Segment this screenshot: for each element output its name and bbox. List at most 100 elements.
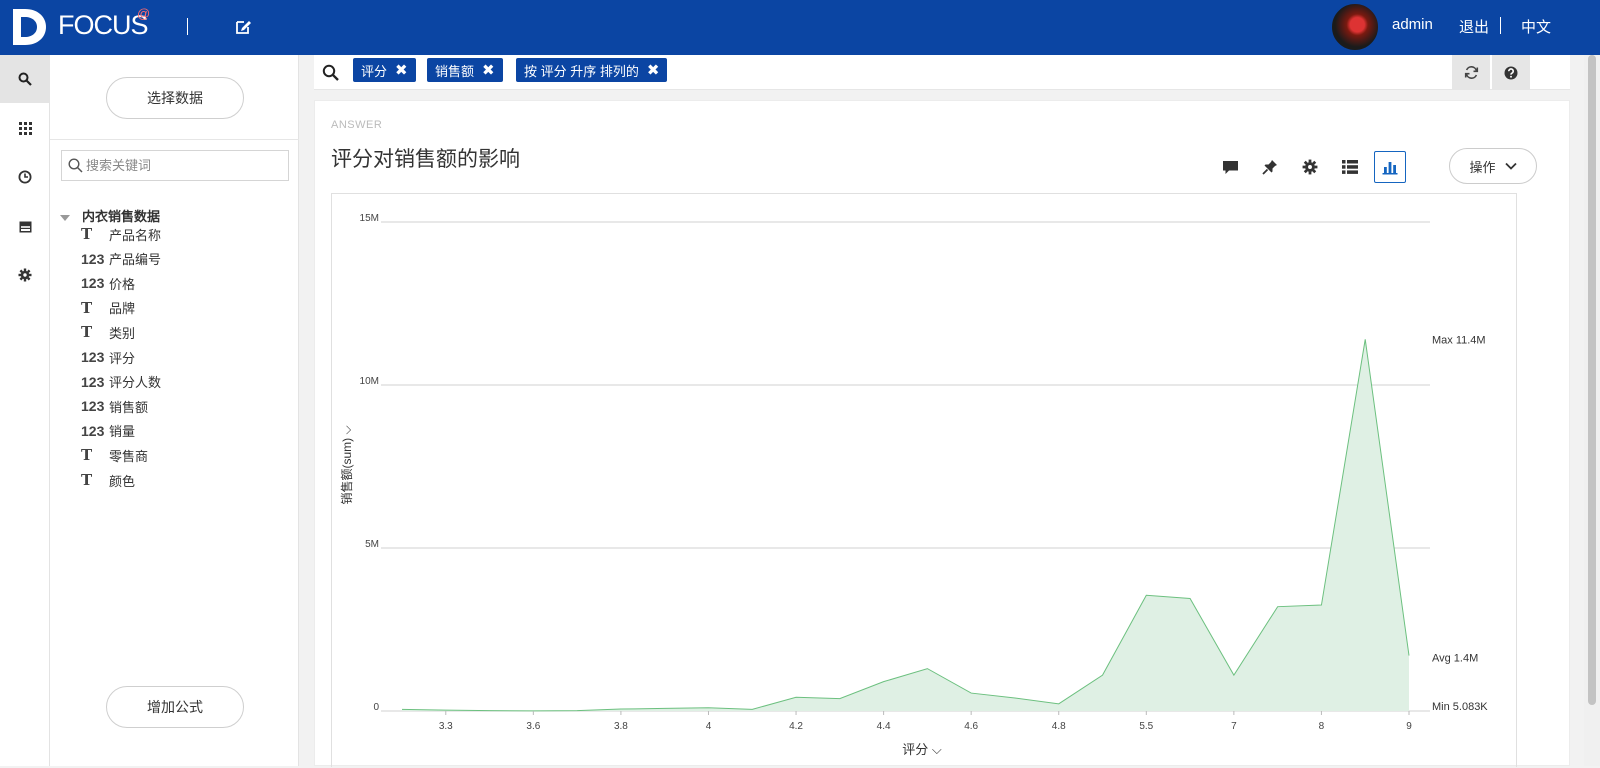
x-tick-label: 4.8 (1052, 721, 1066, 732)
chart-container: 0 5M 10M 15M 3.3 3.6 3.8 4 4.2 4.4 4.6 4.8 5.5 7 8 9 Max… (331, 193, 1517, 767)
focus-logo-icon[interactable] (10, 6, 50, 48)
x-tick-label: 3.3 (439, 721, 453, 732)
table-view-button[interactable] (1334, 151, 1366, 183)
x-tick-label: 4 (706, 721, 712, 732)
field-item[interactable]: 123 评分人数 (81, 371, 161, 393)
select-data-button[interactable]: 选择数据 (106, 77, 244, 119)
text-type-icon: T (81, 298, 93, 317)
dataset-node[interactable]: 内衣销售数据 (60, 206, 160, 225)
apps-nav-icon[interactable] (0, 104, 50, 152)
comment-icon (1222, 160, 1238, 174)
query-chip-rating[interactable]: 评分 ✖ (353, 58, 416, 82)
chip-remove-icon[interactable]: ✖ (395, 62, 408, 79)
query-bar: 评分 ✖ 销售额 ✖ 按 评分 升序 排列的 ✖ (314, 55, 1570, 90)
area-fill (402, 339, 1409, 711)
y-tick-label: 5M (365, 539, 379, 550)
field-item[interactable]: T 零售商 (81, 444, 148, 466)
chart-view-button[interactable] (1374, 151, 1406, 183)
chip-label: 评分 (361, 63, 388, 79)
area-chart: 0 5M 10M 15M 3.3 3.6 3.8 4 4.2 4.4 4.6 4.8 5.5 7 8 9 Max… (339, 213, 1488, 757)
field-item[interactable]: 123 价格 (81, 272, 135, 294)
top-separator-2 (1500, 17, 1501, 34)
main-area: 评分 ✖ 销售额 ✖ 按 评分 升序 排列的 ✖ ANSWER 评分对销售额的影响 (300, 55, 1584, 767)
field-name: 颜色 (109, 473, 136, 489)
history-nav-icon[interactable] (0, 153, 50, 201)
dataset-name: 内衣销售数据 (82, 209, 161, 224)
chart-settings-button[interactable] (1294, 151, 1326, 183)
field-item[interactable]: T 颜色 (81, 469, 135, 491)
pin-button[interactable] (1254, 151, 1286, 183)
x-tick-label: 5.5 (1139, 721, 1153, 732)
x-tick-label: 9 (1406, 721, 1412, 732)
scrollbar-thumb[interactable] (1588, 55, 1596, 705)
y-tick-label: 10M (360, 376, 379, 387)
language-link[interactable]: 中文 (1521, 19, 1552, 36)
query-search-icon[interactable] (322, 64, 339, 81)
bar-chart-icon (1382, 162, 1398, 175)
top-bar: FOCUS @ admin 退出 中文 (0, 0, 1600, 55)
number-type-icon: 123 (81, 373, 105, 390)
y-axis-label: 销售额(sum) ⌵ (339, 425, 354, 504)
logout-link[interactable]: 退出 (1459, 19, 1490, 36)
actions-label: 操作 (1469, 159, 1496, 175)
field-item[interactable]: 123 产品编号 (81, 248, 161, 270)
field-item[interactable]: 123 销量 (81, 420, 135, 442)
number-type-icon: 123 (81, 250, 105, 267)
x-tick-label: 3.8 (614, 721, 628, 732)
number-type-icon: 123 (81, 398, 105, 415)
x-tick-label: 4.4 (877, 721, 891, 732)
x-tick-label: 3.6 (526, 721, 540, 732)
field-name: 价格 (109, 276, 136, 292)
query-chip-sort[interactable]: 按 评分 升序 排列的 ✖ (516, 58, 668, 82)
series-line (401, 339, 1410, 712)
field-item[interactable]: T 类别 (81, 321, 135, 343)
field-item[interactable]: T 品牌 (81, 297, 135, 319)
chip-remove-icon[interactable]: ✖ (646, 62, 660, 79)
page-scrollbar[interactable] (1584, 55, 1600, 766)
field-item[interactable]: T 产品名称 (81, 223, 161, 245)
help-icon (1504, 66, 1518, 79)
number-type-icon: 123 (81, 422, 105, 439)
field-name: 类别 (109, 325, 136, 341)
refresh-icon (1464, 66, 1478, 79)
user-name[interactable]: admin (1392, 16, 1433, 33)
min-annotation: Min 5.083K (1432, 701, 1488, 713)
y-tick-label: 0 (373, 702, 379, 713)
field-item[interactable]: 123 销售额 (81, 395, 148, 417)
actions-dropdown[interactable]: 操作 (1449, 148, 1537, 184)
logo-sup: @ (137, 6, 151, 21)
answer-title[interactable]: 评分对销售额的影响 (331, 148, 520, 171)
x-tick-label: 8 (1319, 721, 1325, 732)
search-nav-icon[interactable] (0, 55, 50, 103)
field-name: 产品编号 (109, 252, 162, 268)
calendar-nav-icon[interactable] (0, 202, 50, 250)
max-annotation: Max 11.4M (1432, 334, 1486, 346)
chip-remove-icon[interactable]: ✖ (482, 62, 495, 79)
search-icon (68, 158, 83, 173)
text-type-icon: T (81, 446, 93, 465)
number-type-icon: 123 (81, 349, 105, 365)
settings-nav-icon[interactable] (0, 251, 50, 299)
edit-icon[interactable] (234, 18, 252, 36)
field-name: 评分人数 (109, 375, 162, 391)
list-icon (1342, 160, 1358, 174)
field-item[interactable]: 123 评分 (81, 346, 135, 368)
x-tick-label: 7 (1231, 721, 1237, 732)
comment-button[interactable] (1214, 151, 1246, 183)
chevron-down-icon (1504, 162, 1517, 170)
sidebar-divider (50, 139, 299, 140)
query-chip-sales[interactable]: 销售额 ✖ (427, 58, 503, 82)
add-formula-button[interactable]: 增加公式 (106, 686, 244, 728)
answer-section-label: ANSWER (331, 119, 383, 131)
logo-text: FOCUS (58, 10, 148, 40)
text-type-icon: T (81, 323, 93, 342)
field-search-input[interactable] (86, 155, 284, 176)
gear-icon (1302, 159, 1318, 175)
user-avatar[interactable] (1330, 2, 1380, 52)
collapse-triangle-icon[interactable] (60, 214, 70, 221)
text-type-icon: T (81, 225, 93, 243)
icon-nav (0, 55, 50, 766)
avg-annotation: Avg 1.4M (1432, 652, 1478, 664)
help-button[interactable] (1492, 55, 1530, 90)
refresh-button[interactable] (1452, 55, 1490, 90)
